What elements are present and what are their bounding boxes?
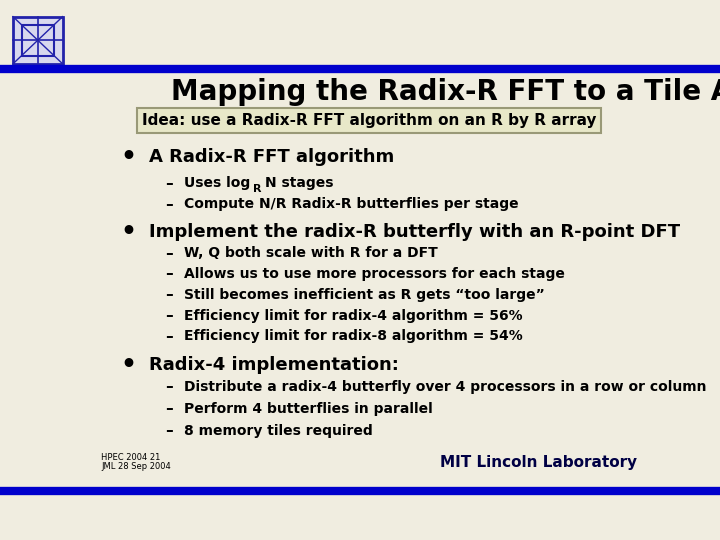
Text: Idea: use a Radix-R FFT algorithm on an R by R array: Idea: use a Radix-R FFT algorithm on an … [142,113,596,128]
Text: Compute N/R Radix-R butterflies per stage: Compute N/R Radix-R butterflies per stag… [184,197,518,211]
Text: •: • [121,145,137,169]
Text: N stages: N stages [265,176,333,190]
Text: Mapping the Radix-R FFT to a Tile Array: Mapping the Radix-R FFT to a Tile Array [171,78,720,106]
Text: Implement the radix-R butterfly with an R-point DFT: Implement the radix-R butterfly with an … [148,224,680,241]
Text: Uses log: Uses log [184,176,250,190]
Text: Efficiency limit for radix-4 algorithm = 56%: Efficiency limit for radix-4 algorithm =… [184,308,523,322]
Text: –: – [166,246,173,261]
Text: –: – [166,176,173,191]
Text: –: – [166,266,173,281]
Text: –: – [166,379,173,394]
Text: Distribute a radix-4 butterfly over 4 processors in a row or column: Distribute a radix-4 butterfly over 4 pr… [184,380,706,394]
FancyBboxPatch shape [13,17,63,64]
Text: Radix-4 implementation:: Radix-4 implementation: [148,356,398,374]
Text: 8 memory tiles required: 8 memory tiles required [184,424,372,438]
Text: HPEC 2004 21: HPEC 2004 21 [101,453,161,462]
Text: R: R [253,184,262,194]
Text: –: – [166,423,173,438]
Text: Efficiency limit for radix-8 algorithm = 54%: Efficiency limit for radix-8 algorithm =… [184,329,523,343]
Text: Allows us to use more processors for each stage: Allows us to use more processors for eac… [184,267,564,281]
Text: •: • [121,353,137,376]
Text: JML 28 Sep 2004: JML 28 Sep 2004 [101,462,171,471]
Text: –: – [166,308,173,323]
FancyBboxPatch shape [138,107,600,133]
Text: –: – [166,287,173,302]
Text: Still becomes inefficient as R gets “too large”: Still becomes inefficient as R gets “too… [184,288,544,302]
Text: MIT Lincoln Laboratory: MIT Lincoln Laboratory [440,455,637,470]
Text: –: – [166,329,173,344]
Text: •: • [121,220,137,245]
Text: W, Q both scale with R for a DFT: W, Q both scale with R for a DFT [184,246,438,260]
Text: Perform 4 butterflies in parallel: Perform 4 butterflies in parallel [184,402,433,416]
Text: –: – [166,197,173,212]
Text: A Radix-R FFT algorithm: A Radix-R FFT algorithm [148,148,394,166]
Text: –: – [166,401,173,416]
